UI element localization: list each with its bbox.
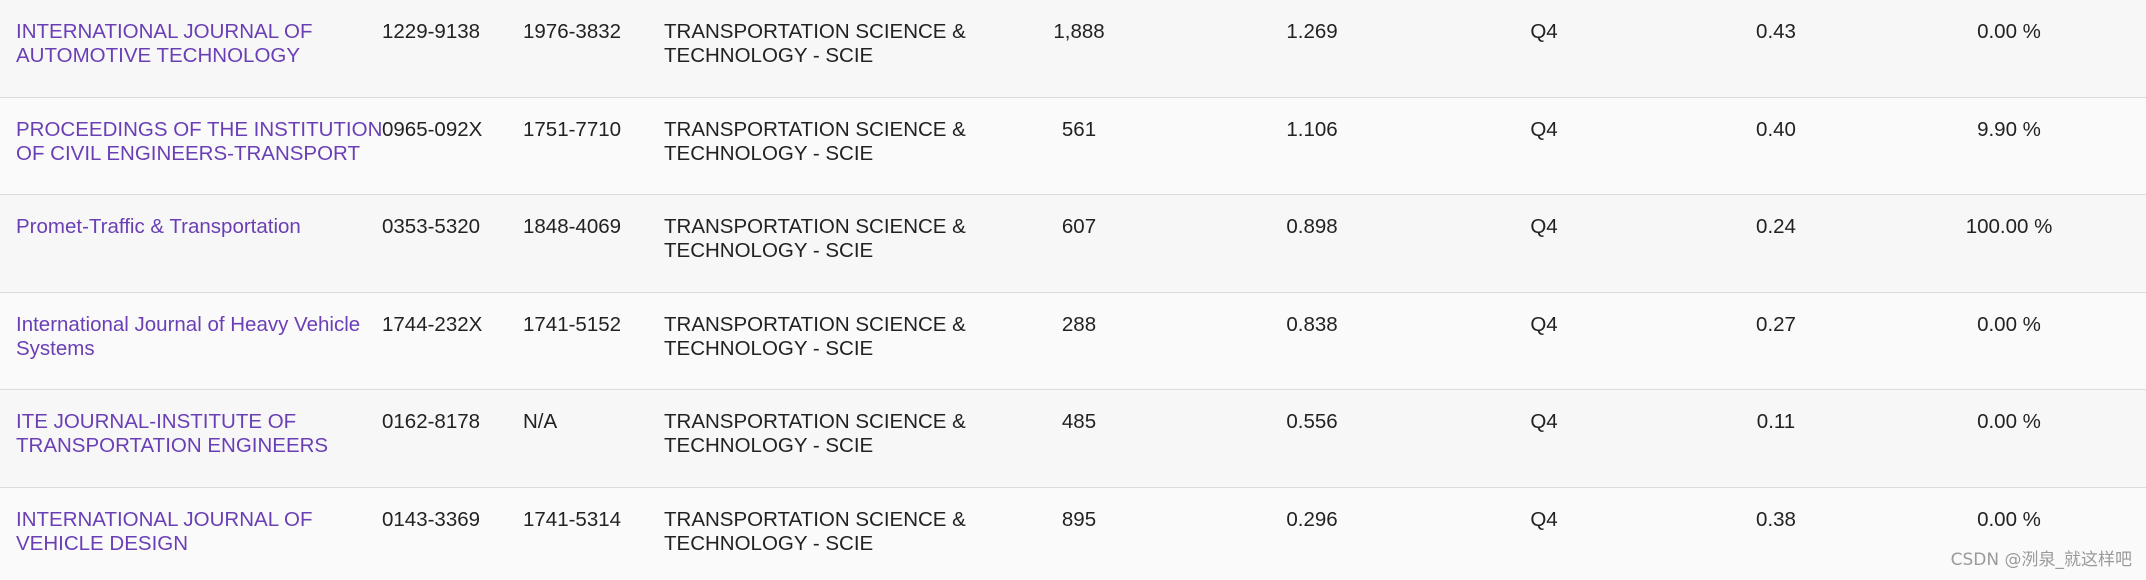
eissn-value: 1741-5152 [523,312,622,336]
open-access-pct-value: 0.00 % [1977,20,2041,43]
issn-value: 1744-232X [382,312,483,336]
total-cites-value: 895 [1061,507,1097,531]
quartile-value: Q4 [1530,312,1558,336]
jif-value: 0.556 [1286,410,1338,434]
quartile-value: Q4 [1530,215,1558,239]
issn-value: 0143-3369 [382,507,481,531]
open-access-pct-value: 0.00 % [1977,507,2041,531]
journal-name-link[interactable]: INTERNATIONAL JOURNAL OF VEHICLE DESIGN [16,507,313,555]
open-access-pct-value: 0.00 % [1977,312,2041,336]
open-access-pct-value: 9.90 % [1977,117,2041,141]
total-cites-value: 288 [1061,312,1097,336]
table-row: INTERNATIONAL JOURNAL OF AUTOMOTIVE TECH… [0,0,2146,98]
category-value: TRANSPORTATION SCIENCE & TECHNOLOGY - SC… [664,312,966,360]
issn-value: 0162-8178 [382,410,481,434]
eissn-value: 1751-7710 [523,117,622,141]
open-access-pct-value: 0.00 % [1977,410,2041,434]
jif-value: 0.838 [1286,312,1338,336]
jci-value: 0.11 [1756,410,1796,434]
jif-value: 1.106 [1286,117,1338,141]
journal-name-link[interactable]: International Journal of Heavy Vehicle S… [16,312,361,360]
issn-value: 1229-9138 [382,20,481,43]
jci-value: 0.27 [1756,312,1796,336]
jci-value: 0.40 [1756,117,1796,141]
quartile-value: Q4 [1530,20,1558,43]
jci-value: 0.24 [1756,215,1796,239]
journal-name-link[interactable]: PROCEEDINGS OF THE INSTITUTION OF CIVIL … [16,117,383,165]
eissn-value: 1848-4069 [523,215,622,239]
issn-value: 0965-092X [382,117,483,141]
total-cites-value: 561 [1061,117,1097,141]
journal-name-link[interactable]: Promet-Traffic & Transportation [16,215,301,239]
open-access-pct-value: 100.00 % [1965,215,2053,239]
total-cites-value: 485 [1061,410,1097,434]
eissn-value: 1976-3832 [523,20,622,43]
table-row: INTERNATIONAL JOURNAL OF VEHICLE DESIGN … [0,487,2146,580]
eissn-value: 1741-5314 [523,507,622,531]
table-row: ITE JOURNAL-INSTITUTE OF TRANSPORTATION … [0,390,2146,488]
table-row: PROCEEDINGS OF THE INSTITUTION OF CIVIL … [0,97,2146,196]
total-cites-value: 1,888 [1053,20,1105,43]
category-value: TRANSPORTATION SCIENCE & TECHNOLOGY - SC… [664,507,966,555]
table-row: International Journal of Heavy Vehicle S… [0,292,2146,391]
category-value: TRANSPORTATION SCIENCE & TECHNOLOGY - SC… [664,410,966,458]
category-value: TRANSPORTATION SCIENCE & TECHNOLOGY - SC… [664,117,966,165]
jif-value: 0.296 [1286,507,1338,531]
jif-value: 1.269 [1286,20,1338,43]
table-row: Promet-Traffic & Transportation 0353-532… [0,195,2146,293]
category-value: TRANSPORTATION SCIENCE & TECHNOLOGY - SC… [664,215,966,263]
jif-value: 0.898 [1286,215,1338,239]
jci-value: 0.43 [1756,20,1796,43]
jci-value: 0.38 [1756,507,1796,531]
quartile-value: Q4 [1530,410,1558,434]
quartile-value: Q4 [1530,117,1558,141]
journal-name-link[interactable]: ITE JOURNAL-INSTITUTE OF TRANSPORTATION … [16,410,329,458]
eissn-value: N/A [523,410,558,434]
quartile-value: Q4 [1530,507,1558,531]
csdn-watermark: CSDN @洌泉_就这样吧 [1950,550,2132,570]
journal-name-link[interactable]: INTERNATIONAL JOURNAL OF AUTOMOTIVE TECH… [16,20,313,67]
category-value: TRANSPORTATION SCIENCE & TECHNOLOGY - SC… [664,20,966,67]
issn-value: 0353-5320 [382,215,481,239]
total-cites-value: 607 [1061,215,1097,239]
